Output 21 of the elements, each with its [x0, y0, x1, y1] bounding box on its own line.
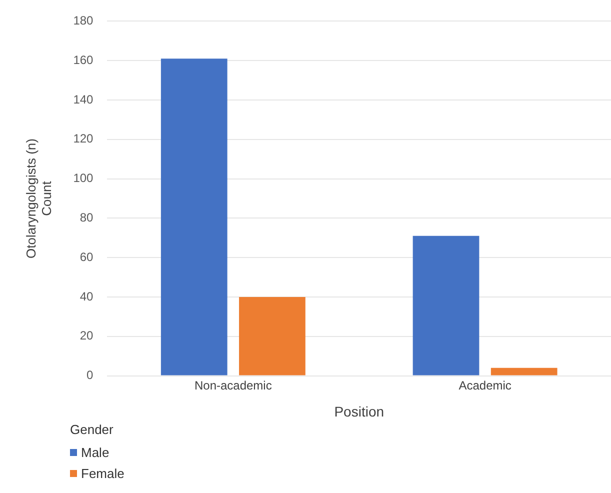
- x-axis-title: Position: [334, 403, 384, 420]
- y-tick-label: 20: [80, 328, 94, 343]
- y-tick-label: 100: [73, 171, 94, 186]
- y-tick-label: 140: [73, 92, 94, 106]
- y-axis-title: Otolaryngologists (n) Count: [23, 138, 54, 258]
- bar: [412, 236, 480, 376]
- x-tick-label: Academic: [458, 378, 512, 392]
- legend-label: Female: [81, 466, 124, 481]
- y-tick-label: 180: [73, 14, 94, 28]
- y-tick-label: 0: [86, 368, 94, 382]
- legend-title: Gender: [70, 422, 114, 437]
- y-tick-label: 60: [80, 250, 94, 264]
- y-tick-label: 160: [73, 52, 94, 67]
- x-tick-label: Non-academic: [194, 378, 272, 392]
- legend-label: Male: [81, 445, 110, 460]
- bar: [160, 58, 228, 376]
- bar: [239, 297, 306, 376]
- y-tick-label: 40: [80, 289, 94, 304]
- y-tick-label: 80: [80, 210, 94, 225]
- bar: [490, 368, 558, 376]
- y-tick-label: 120: [73, 132, 94, 146]
